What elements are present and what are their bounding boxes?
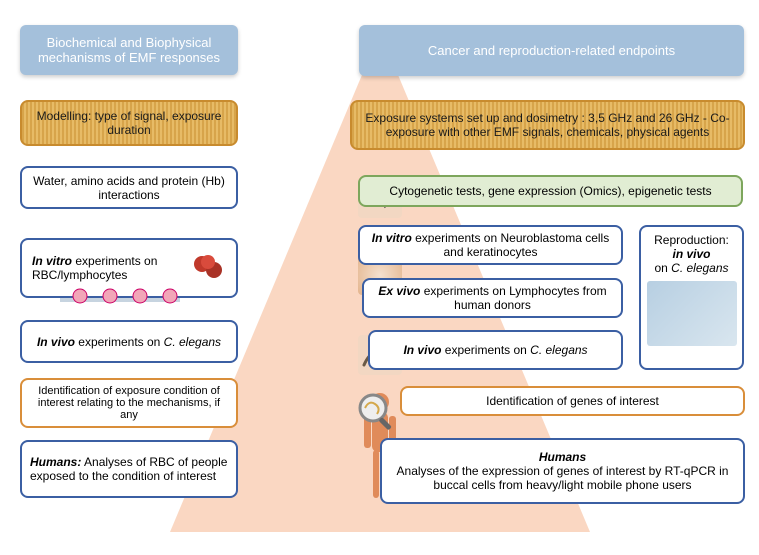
bottom-label: Experimental complexity	[293, 531, 466, 549]
right-genes-box: Identification of genes of interest	[400, 386, 745, 416]
repro-on: on	[654, 261, 671, 275]
invivo-label: In vivo	[37, 335, 75, 349]
invitro-label: In vitro	[32, 254, 72, 268]
header-right: Cancer and reproduction-related endpoint…	[359, 25, 744, 76]
text: experiments on	[75, 335, 164, 349]
exvivo-label: Ex vivo	[378, 284, 420, 298]
celegans: C. elegans	[164, 335, 221, 349]
invitro-label: In vitro	[372, 231, 412, 245]
left-modelling-box: Modelling: type of signal, exposure dura…	[20, 100, 238, 146]
left-invivo-box: In vivo experiments on C. elegans	[20, 320, 238, 363]
right-humans-box: Humans Analyses of the expression of gen…	[380, 438, 745, 504]
humans-title: Humans	[539, 450, 586, 464]
humans-label: Humans:	[30, 455, 81, 469]
reproduction-box: Reproduction: in vivo on C. elegans	[639, 225, 744, 370]
repro-image	[647, 281, 737, 346]
text: Modelling: type of signal, exposure dura…	[30, 109, 228, 137]
text: experiments on Lymphocytes from human do…	[420, 284, 606, 312]
cell-row-icon	[60, 288, 180, 311]
right-exposure-box: Exposure systems set up and dosimetry : …	[350, 100, 745, 150]
right-exvivo-box: Ex vivo experiments on Lymphocytes from …	[362, 278, 623, 318]
humans-body: Analyses of the expression of genes of i…	[390, 464, 735, 492]
text: Identification of genes of interest	[486, 394, 659, 408]
right-invivo-box: In vivo experiments on C. elegans	[368, 330, 623, 370]
text: Identification of exposure condition of …	[30, 385, 228, 421]
celegans: C. elegans	[530, 343, 587, 357]
repro-celegans: C. elegans	[671, 261, 728, 275]
repro-invivo: in vivo	[672, 247, 710, 261]
left-ident-box: Identification of exposure condition of …	[20, 378, 238, 428]
magnifier-icon	[355, 390, 399, 439]
rbc-icon	[190, 254, 228, 283]
text: Cytogenetic tests, gene expression (Omic…	[389, 184, 711, 198]
text: experiments on	[441, 343, 530, 357]
header-left: Biochemical and Biophysical mechanisms o…	[20, 25, 238, 75]
invivo-label: In vivo	[403, 343, 441, 357]
text: experiments on Neuroblastoma cells and k…	[412, 231, 609, 259]
left-humans-box: Humans: Analyses of RBC of people expose…	[20, 440, 238, 498]
right-invitro-box: In vitro experiments on Neuroblastoma ce…	[358, 225, 623, 265]
repro-line1: Reproduction:	[647, 233, 736, 247]
text: Water, amino acids and protein (Hb) inte…	[30, 174, 228, 202]
right-cytogenetic-box: Cytogenetic tests, gene expression (Omic…	[358, 175, 743, 207]
left-water-box: Water, amino acids and protein (Hb) inte…	[20, 166, 238, 209]
text: Exposure systems set up and dosimetry : …	[360, 111, 735, 139]
